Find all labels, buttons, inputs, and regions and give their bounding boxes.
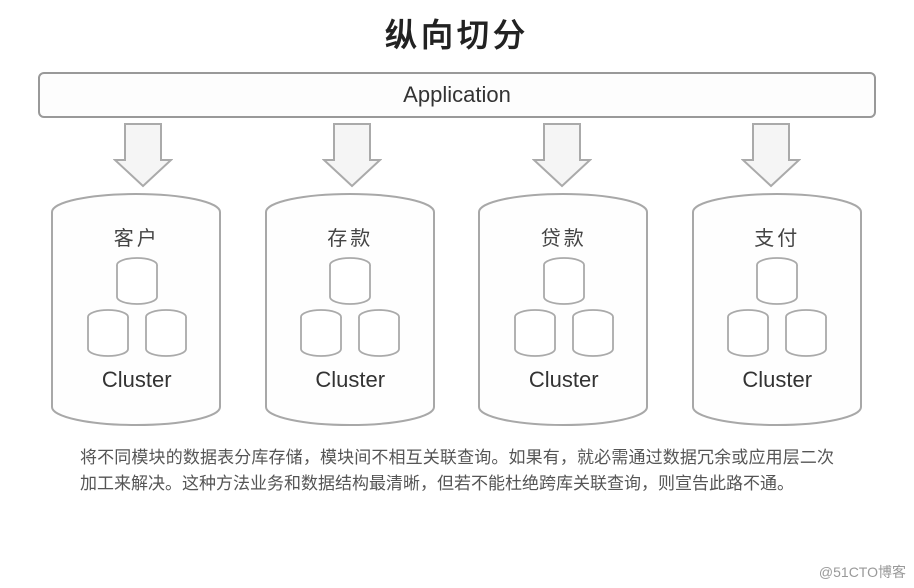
db-icon	[86, 309, 130, 357]
db-icon	[571, 309, 615, 357]
cluster-loan: 贷款 Cluster	[476, 192, 651, 427]
db-icon	[357, 309, 401, 357]
db-icon	[784, 309, 828, 357]
arrow-icon	[532, 122, 592, 188]
db-icon	[542, 257, 586, 305]
arrow-icon	[322, 122, 382, 188]
description-text: 将不同模块的数据表分库存储，模块间不相互关联查询。如果有，就必需通过数据冗余或应…	[80, 445, 834, 498]
db-icon	[144, 309, 188, 357]
clusters-row: 客户 Cluster 存款 Cluster	[30, 192, 884, 427]
cluster-label: Cluster	[529, 367, 599, 393]
cluster-name: 客户	[114, 222, 160, 251]
arrow-icon	[741, 122, 801, 188]
db-icon	[115, 257, 159, 305]
db-icon	[513, 309, 557, 357]
cluster-name: 贷款	[541, 222, 587, 251]
cluster-deposit: 存款 Cluster	[263, 192, 438, 427]
db-icon	[299, 309, 343, 357]
cluster-label: Cluster	[102, 367, 172, 393]
db-icon	[328, 257, 372, 305]
arrows-row	[38, 122, 876, 192]
application-box: Application	[38, 72, 876, 118]
cluster-label: Cluster	[742, 367, 812, 393]
watermark: @51CTO博客	[819, 562, 906, 582]
cluster-customer: 客户 Cluster	[49, 192, 224, 427]
application-label: Application	[403, 82, 511, 107]
arrow-icon	[113, 122, 173, 188]
db-icon	[726, 309, 770, 357]
cluster-name: 存款	[327, 222, 373, 251]
cluster-payment: 支付 Cluster	[690, 192, 865, 427]
cluster-label: Cluster	[315, 367, 385, 393]
db-icon	[755, 257, 799, 305]
page-title: 纵向切分	[0, 0, 914, 56]
cluster-name: 支付	[754, 222, 800, 251]
